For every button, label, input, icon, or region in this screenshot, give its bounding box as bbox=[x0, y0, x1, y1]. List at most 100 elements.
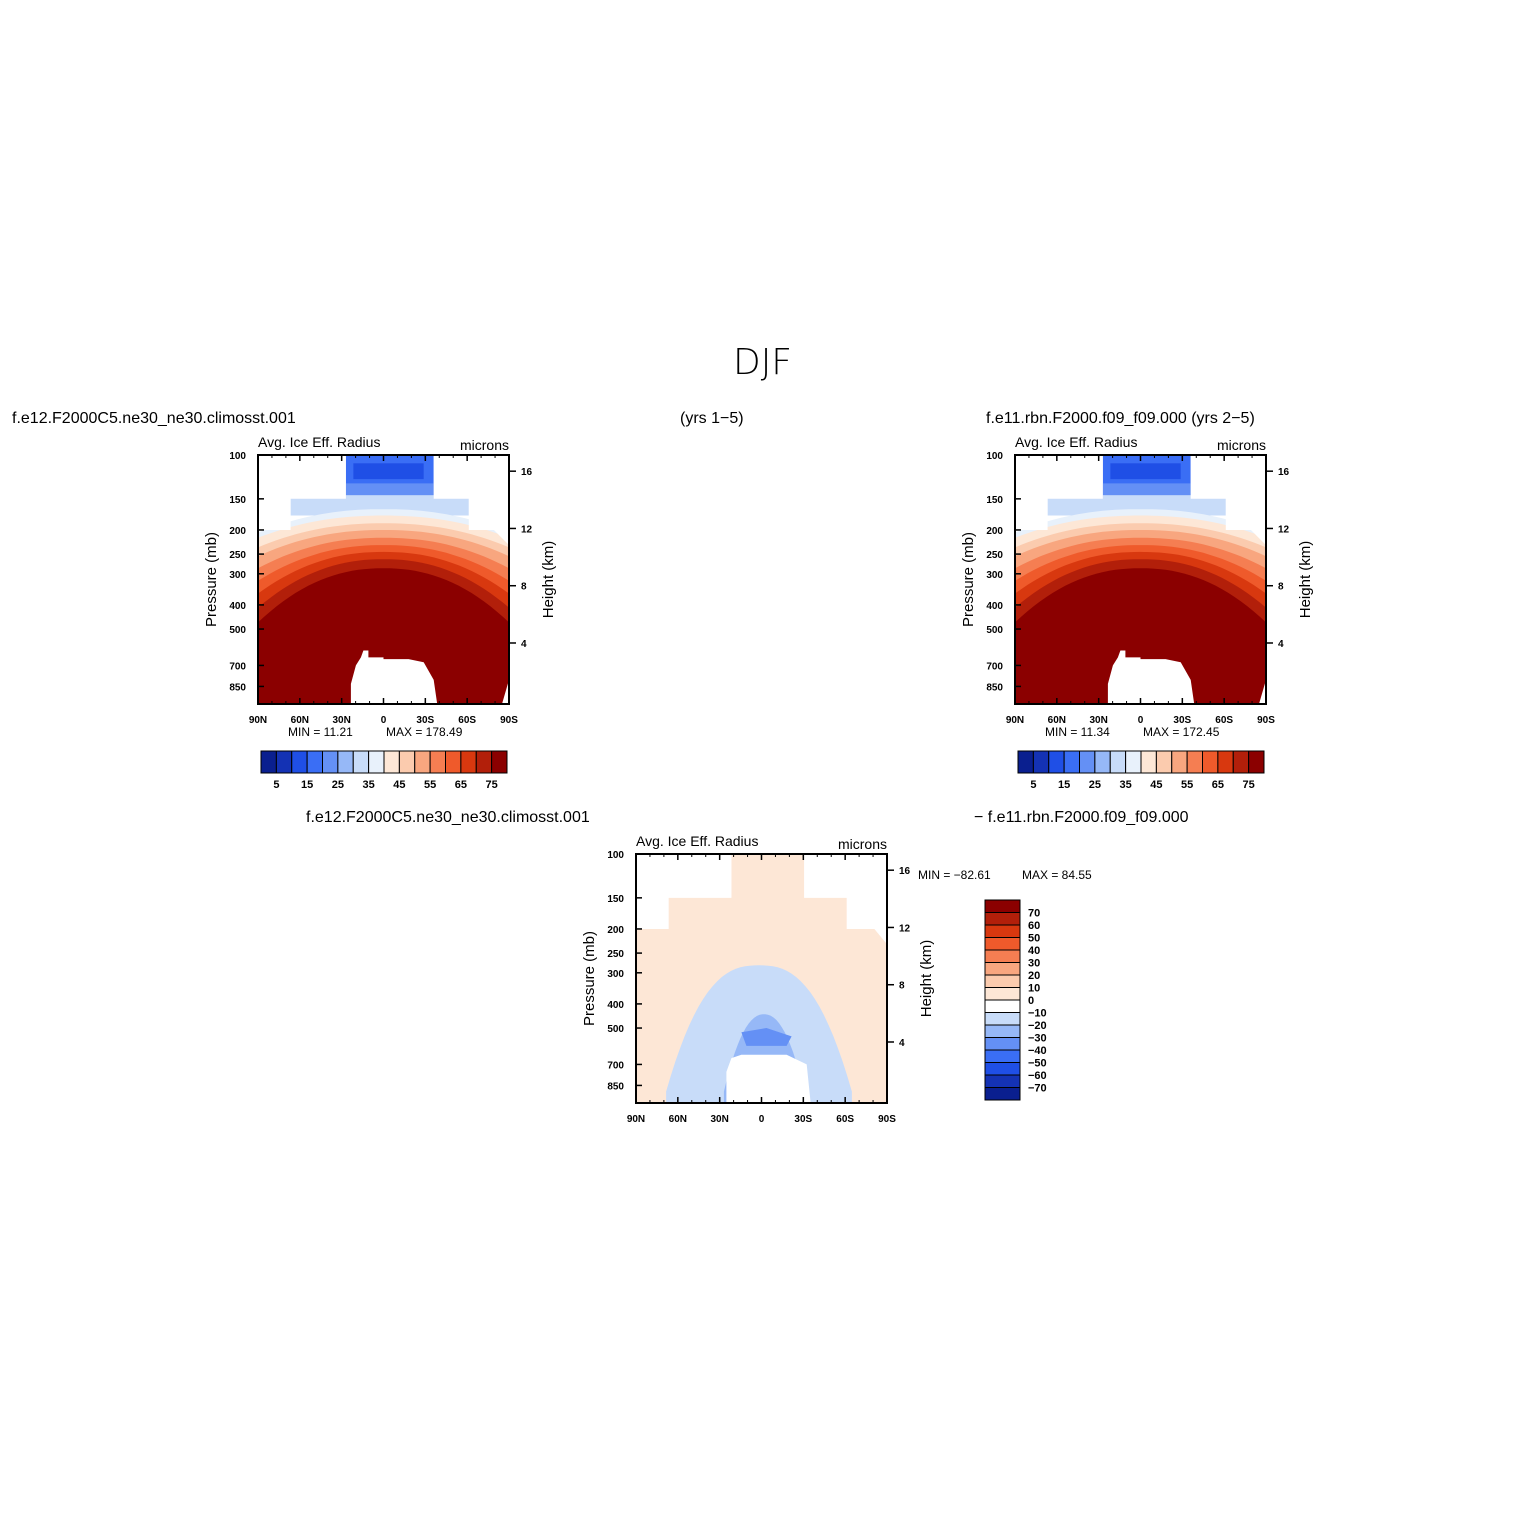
y-tick-label: 250 bbox=[607, 949, 624, 960]
y-tick-label: 400 bbox=[607, 1000, 624, 1011]
colorbar-label: 65 bbox=[1212, 779, 1224, 791]
x-tick-label: 30S bbox=[416, 715, 434, 726]
mask-left bbox=[1015, 455, 1103, 530]
plot-title: Avg. Ice Eff. Radius bbox=[1015, 434, 1137, 450]
colorbar-label: 25 bbox=[1089, 779, 1101, 791]
colorbar-box bbox=[260, 750, 277, 774]
colorbar-box bbox=[984, 912, 1021, 926]
x-tick-label: 0 bbox=[1138, 715, 1144, 726]
colorbar-label: 35 bbox=[1120, 779, 1132, 791]
y-axis-label: Pressure (mb) bbox=[581, 931, 598, 1026]
colorbar-box bbox=[1171, 750, 1188, 774]
y-tick-label: 400 bbox=[229, 601, 246, 612]
colorbar-label: 35 bbox=[363, 779, 375, 791]
x-tick-label: 90S bbox=[878, 1114, 896, 1125]
y-tick-label: 850 bbox=[986, 682, 1003, 693]
colorbar-box bbox=[1079, 750, 1096, 774]
field-case-2 bbox=[1015, 455, 1266, 704]
colorbar-label: −40 bbox=[1028, 1045, 1047, 1057]
colorbar-label: 40 bbox=[1028, 945, 1040, 957]
y2-tick-label: 12 bbox=[521, 524, 533, 535]
units-label: microns bbox=[838, 836, 887, 852]
y-tick-label: 150 bbox=[607, 894, 624, 905]
x-tick-label: 30S bbox=[1173, 715, 1191, 726]
y-tick-label: 150 bbox=[986, 495, 1003, 506]
colorbar-label: 0 bbox=[1028, 995, 1034, 1007]
x-tick-label: 90N bbox=[627, 1114, 645, 1125]
colorbar-box bbox=[984, 974, 1021, 988]
colorbar-box bbox=[414, 750, 431, 774]
y-axis-label: Pressure (mb) bbox=[960, 532, 977, 627]
colorbar-box bbox=[1155, 750, 1173, 774]
diff-mask-topography bbox=[726, 1054, 811, 1103]
panel-difference: 90N 60N 30N 0 30S 60S 90S100150200250300400500… bbox=[581, 833, 1092, 1125]
figure-title: DJF bbox=[732, 342, 793, 383]
colorbar-label: 55 bbox=[424, 779, 436, 791]
x-tick-label: 90S bbox=[500, 715, 518, 726]
y-tick-label: 150 bbox=[229, 495, 246, 506]
units-label: microns bbox=[1217, 437, 1266, 453]
diff-mask-right bbox=[804, 854, 887, 945]
units-label: microns bbox=[460, 437, 509, 453]
colorbar-box bbox=[984, 899, 1021, 913]
min-label: MIN = 11.34 bbox=[1045, 725, 1110, 739]
field-case-1 bbox=[258, 455, 509, 704]
x-tick-label: 0 bbox=[381, 715, 387, 726]
colorbar-label: −10 bbox=[1028, 1008, 1047, 1020]
x-tick-label: 60N bbox=[291, 715, 309, 726]
min-label: MIN = −82.61 bbox=[918, 868, 991, 882]
colorbar-label: 25 bbox=[332, 779, 344, 791]
colorbar-label: 75 bbox=[486, 779, 498, 791]
bottom-right-case-label: − f.e11.rbn.F2000.f09_f09.000 bbox=[974, 809, 1189, 826]
x-tick-label: 90N bbox=[249, 715, 267, 726]
band-upper-core bbox=[1110, 463, 1181, 480]
colorbar-box bbox=[1048, 750, 1065, 774]
y2-tick-label: 8 bbox=[899, 981, 905, 992]
colorbar-box bbox=[984, 1074, 1021, 1088]
x-tick-label: 30S bbox=[794, 1114, 812, 1125]
colorbar-box bbox=[1063, 750, 1080, 774]
y-tick-label: 100 bbox=[229, 451, 246, 462]
colorbar-box bbox=[275, 750, 293, 774]
colorbar-box bbox=[383, 750, 400, 774]
mask-topography bbox=[1107, 650, 1195, 704]
diff-negative-center bbox=[741, 1028, 792, 1046]
mask-left bbox=[258, 455, 346, 530]
y-tick-label: 700 bbox=[229, 661, 246, 672]
y-tick-label: 300 bbox=[607, 969, 624, 980]
colorbar-box bbox=[1186, 750, 1203, 774]
x-tick-label: 60N bbox=[1048, 715, 1066, 726]
mask-south-pole bbox=[1258, 679, 1266, 704]
band-upper-core bbox=[353, 463, 424, 480]
y-tick-label: 250 bbox=[986, 550, 1003, 561]
y-tick-label: 500 bbox=[229, 625, 246, 636]
colorbar-label: 45 bbox=[1150, 779, 1162, 791]
y2-tick-label: 4 bbox=[521, 639, 527, 650]
colorbar-label: 65 bbox=[455, 779, 467, 791]
colorbar-box bbox=[460, 750, 477, 774]
mask-right bbox=[433, 455, 509, 546]
y-tick-label: 200 bbox=[229, 526, 246, 537]
colorbar-box bbox=[445, 750, 462, 774]
colorbar-box bbox=[1017, 750, 1034, 774]
colorbar-label: 5 bbox=[273, 779, 279, 791]
contour-band-8 bbox=[258, 568, 509, 704]
y-tick-label: 250 bbox=[229, 550, 246, 561]
y2-axis-label: Height (km) bbox=[918, 940, 935, 1018]
colorbar-box bbox=[1094, 750, 1111, 774]
contour-band-8 bbox=[1015, 568, 1266, 704]
colorbar-label: 75 bbox=[1243, 779, 1255, 791]
y2-tick-label: 4 bbox=[899, 1038, 905, 1049]
colorbar-box bbox=[984, 937, 1021, 951]
y-tick-label: 500 bbox=[986, 625, 1003, 636]
y2-tick-label: 8 bbox=[1278, 582, 1284, 593]
x-tick-label: 0 bbox=[759, 1114, 765, 1125]
y-tick-label: 850 bbox=[229, 682, 246, 693]
colorbar-label: 45 bbox=[393, 779, 405, 791]
band-upper-low bbox=[1102, 483, 1191, 499]
colorbar-box bbox=[368, 750, 385, 774]
colorbar-box bbox=[984, 924, 1021, 938]
diff-mask-left bbox=[636, 854, 732, 929]
colorbar-label: −30 bbox=[1028, 1033, 1047, 1045]
